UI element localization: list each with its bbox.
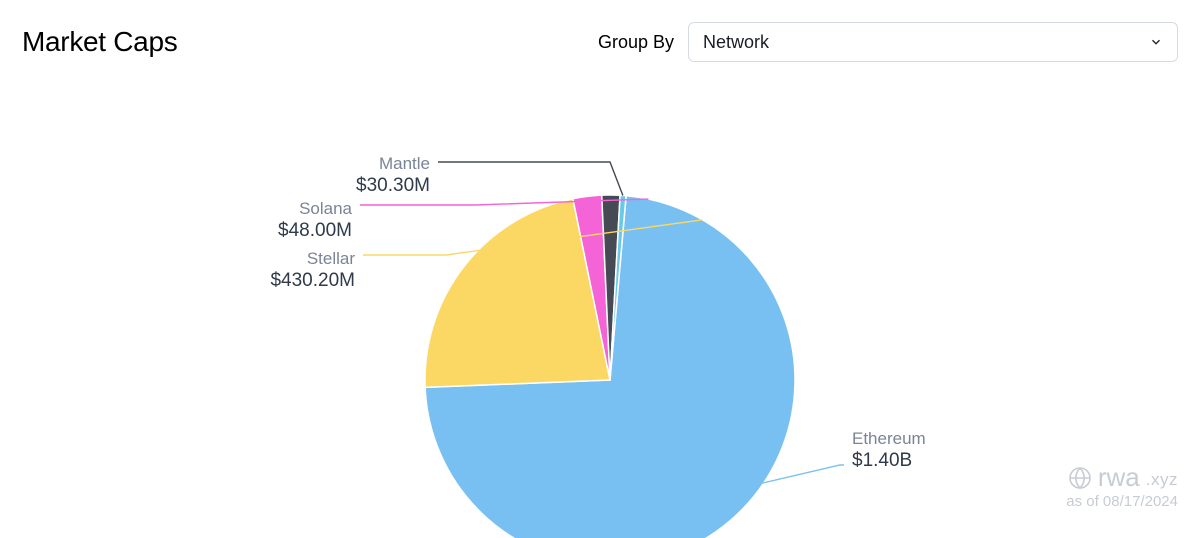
slice-label-name: Ethereum <box>852 428 926 449</box>
pie-chart: Ethereum$1.40B Stellar$430.20M Solana$48.0… <box>0 80 1200 538</box>
footer-dateline: as of 08/17/2024 <box>1066 493 1178 510</box>
slice-label-value: $1.40B <box>852 449 926 473</box>
slice-label-ethereum: Ethereum$1.40B <box>852 428 926 473</box>
group-by-control: Group By Network <box>598 22 1178 62</box>
page-title: Market Caps <box>22 26 177 58</box>
slice-label-value: $430.20M <box>270 269 355 293</box>
group-by-label: Group By <box>598 32 674 53</box>
slice-label-value: $30.30M <box>356 174 430 198</box>
globe-icon <box>1068 466 1092 490</box>
footer-attribution: rwa .xyz as of 08/17/2024 <box>1066 462 1178 510</box>
group-by-select[interactable]: Network <box>688 22 1178 62</box>
slice-label-name: Solana <box>278 198 352 219</box>
pie-svg <box>0 80 1200 538</box>
brand-suffix: .xyz <box>1146 470 1178 493</box>
group-by-selected-value: Network <box>703 32 769 53</box>
slice-label-stellar: Stellar$430.20M <box>270 248 355 293</box>
slice-label-mantle: Mantle$30.30M <box>356 153 430 198</box>
slice-label-value: $48.00M <box>278 219 352 243</box>
slice-label-solana: Solana$48.00M <box>278 198 352 243</box>
brand-main: rwa <box>1098 462 1140 493</box>
slice-label-name: Mantle <box>356 153 430 174</box>
chevron-down-icon <box>1149 35 1163 49</box>
slice-label-name: Stellar <box>270 248 355 269</box>
